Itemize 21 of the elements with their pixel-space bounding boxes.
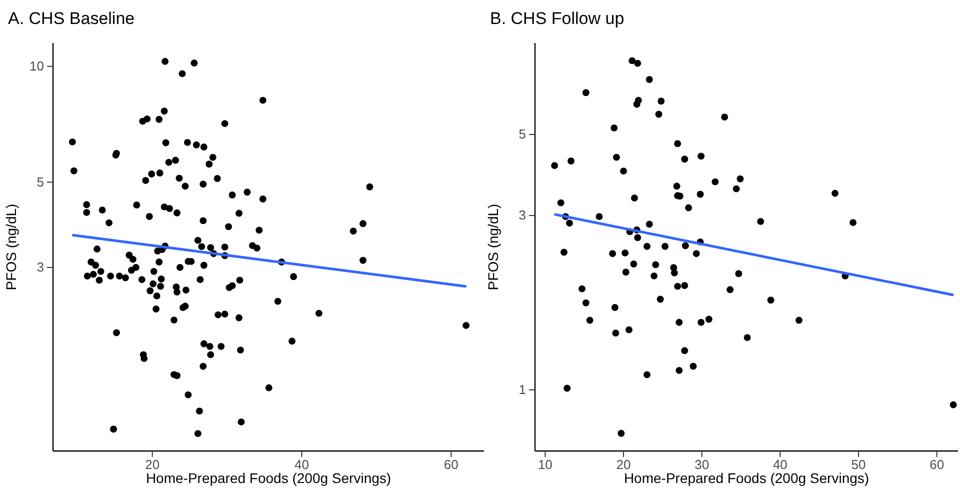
- x-tick-label: 60: [930, 457, 944, 472]
- y-axis-title: PFOS (ng/dL): [3, 204, 19, 290]
- x-tick-label: 30: [694, 457, 710, 472]
- x-tick-label: 10: [538, 457, 552, 472]
- x-tick-label: 20: [145, 457, 160, 472]
- x-tick-label: 20: [616, 457, 631, 472]
- y-tick-label: 3: [518, 208, 526, 223]
- x-tick-label: 40: [294, 457, 309, 472]
- y-tick-label: 5: [36, 174, 44, 190]
- chart-title: B. CHS Follow up: [490, 9, 624, 28]
- chart-title: A. CHS Baseline: [8, 9, 135, 28]
- y-tick-label: 10: [30, 58, 44, 74]
- y-tick-label: 3: [36, 260, 44, 275]
- x-axis-title: Home-Prepared Foods (200g Servings): [146, 470, 392, 486]
- x-tick-label: 60: [444, 457, 458, 472]
- y-axis-title: PFOS (ng/dL): [485, 204, 501, 290]
- y-tick-label: 5: [518, 126, 526, 142]
- y-tick-label: 1: [518, 382, 526, 397]
- x-axis-title: Home-Prepared Foods (200g Servings): [624, 470, 870, 486]
- x-tick-label: 50: [851, 457, 866, 472]
- x-tick-label: 40: [772, 457, 788, 472]
